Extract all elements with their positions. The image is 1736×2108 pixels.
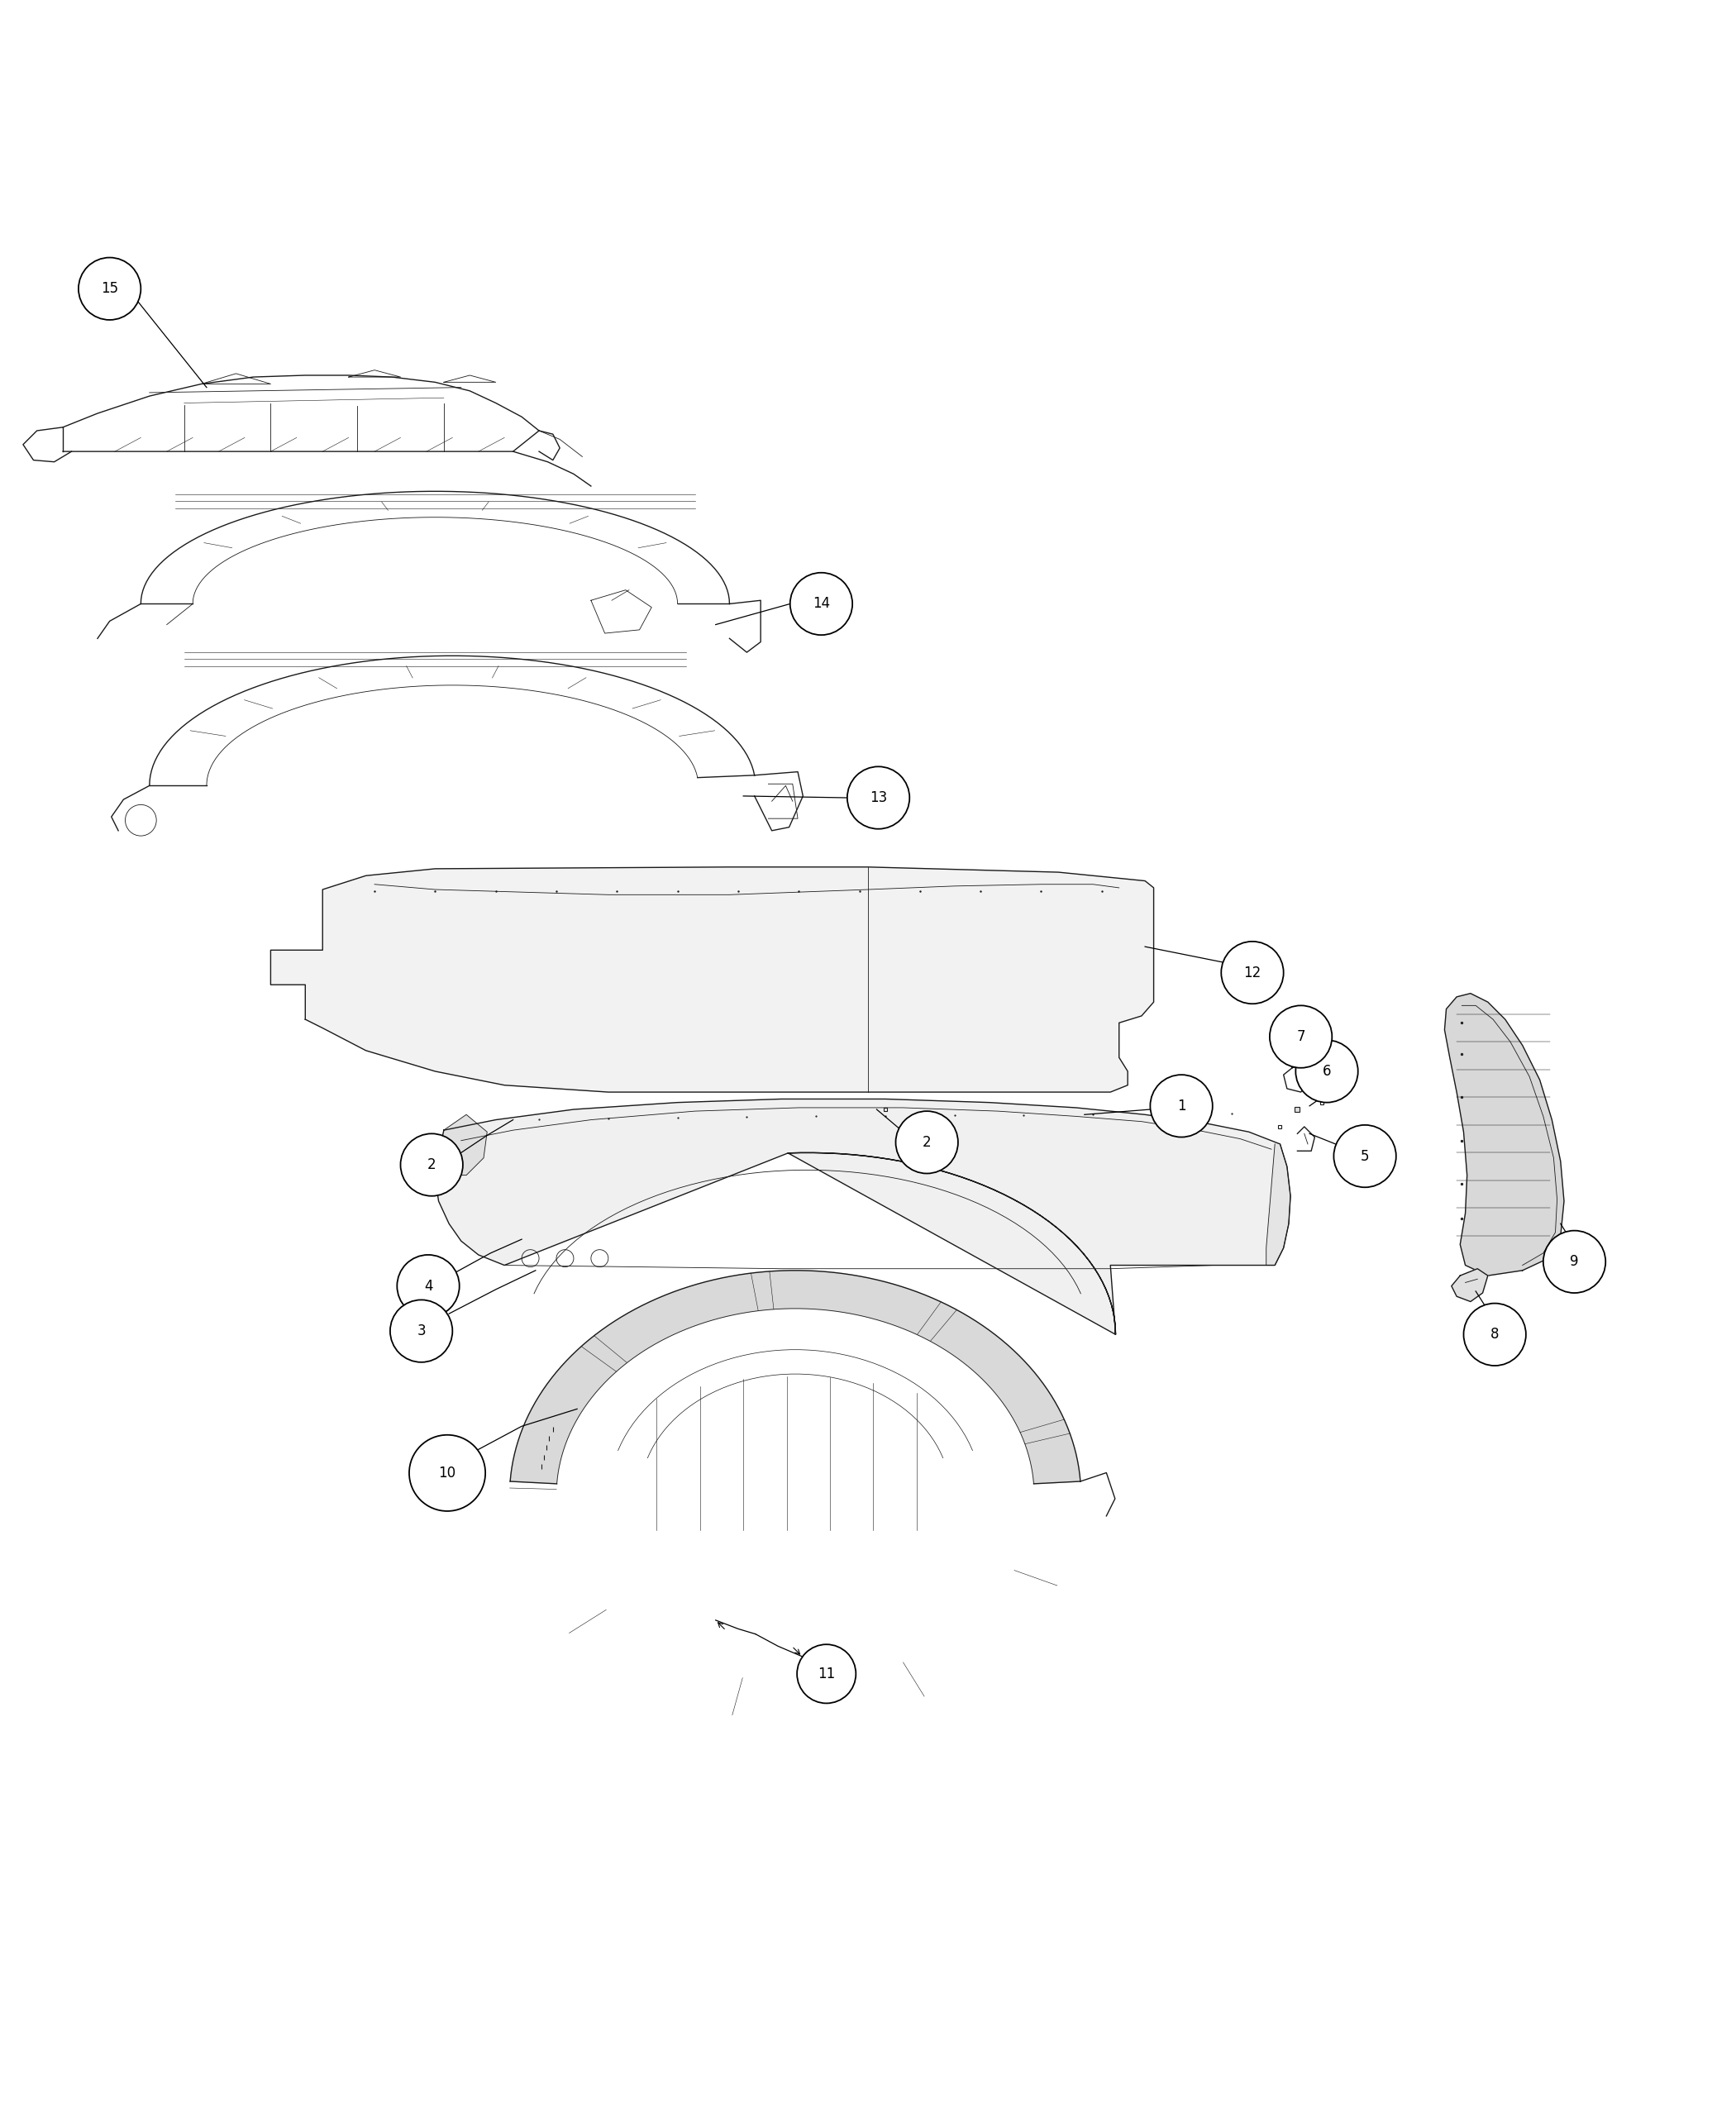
Text: 11: 11 — [818, 1667, 835, 1682]
Polygon shape — [271, 866, 1154, 1092]
Text: 14: 14 — [812, 597, 830, 611]
Text: 9: 9 — [1569, 1254, 1578, 1269]
Text: 2: 2 — [922, 1134, 930, 1149]
Circle shape — [78, 257, 141, 320]
Circle shape — [896, 1111, 958, 1174]
Text: 12: 12 — [1243, 965, 1260, 980]
Text: 1: 1 — [1177, 1098, 1186, 1113]
Circle shape — [1463, 1303, 1526, 1366]
Text: 3: 3 — [417, 1324, 425, 1339]
Circle shape — [401, 1134, 464, 1195]
Circle shape — [1295, 1039, 1358, 1102]
Circle shape — [847, 767, 910, 828]
Circle shape — [1333, 1126, 1396, 1187]
Circle shape — [1543, 1231, 1606, 1292]
Polygon shape — [1266, 1145, 1290, 1265]
Text: 7: 7 — [1297, 1029, 1305, 1043]
Polygon shape — [510, 1271, 1080, 1484]
Polygon shape — [1451, 1269, 1488, 1301]
Text: 5: 5 — [1361, 1149, 1370, 1164]
Circle shape — [1220, 942, 1283, 1003]
Text: 6: 6 — [1323, 1065, 1332, 1079]
Text: 13: 13 — [870, 790, 887, 805]
Text: 10: 10 — [439, 1465, 457, 1480]
Circle shape — [391, 1301, 453, 1362]
Text: 2: 2 — [427, 1157, 436, 1172]
Circle shape — [797, 1644, 856, 1703]
Circle shape — [1151, 1075, 1212, 1136]
Circle shape — [790, 573, 852, 635]
Text: 8: 8 — [1491, 1328, 1500, 1343]
Polygon shape — [1444, 993, 1564, 1275]
Polygon shape — [439, 1115, 488, 1174]
Circle shape — [1269, 1006, 1332, 1069]
Text: 4: 4 — [424, 1280, 432, 1294]
Circle shape — [398, 1254, 460, 1318]
Polygon shape — [436, 1098, 1290, 1334]
Circle shape — [410, 1436, 486, 1511]
Text: 15: 15 — [101, 280, 118, 295]
